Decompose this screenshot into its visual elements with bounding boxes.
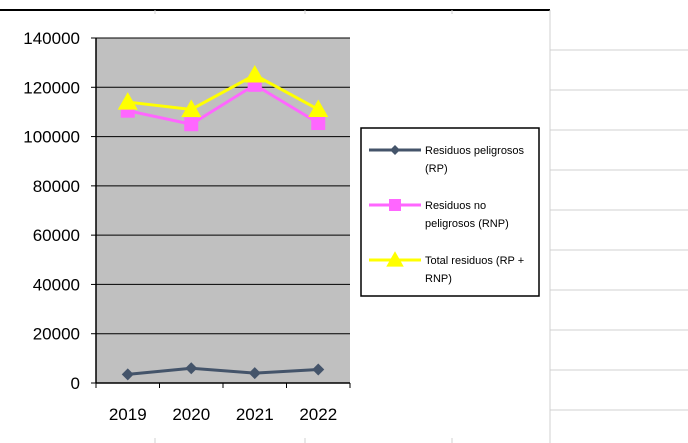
legend-label: peligrosos (RNP) <box>425 218 509 230</box>
y-tick-label: 100000 <box>23 128 80 147</box>
legend-label: RNP) <box>425 273 452 285</box>
y-tick-label: 0 <box>71 374 80 393</box>
legend-entry-2: Residuos no peligrosos (RNP) <box>369 199 509 230</box>
data-point <box>248 367 261 380</box>
y-tick-label: 60000 <box>33 226 80 245</box>
x-tick-label: 2020 <box>172 405 210 424</box>
spreadsheet-gridlines <box>0 9 551 443</box>
series-line <box>127 73 319 112</box>
legend-label: Residuos peligrosos <box>425 145 525 157</box>
y-tick-label: 140000 <box>23 29 80 48</box>
legend-swatch-marker <box>386 251 404 267</box>
legend-label: (RP) <box>425 163 448 175</box>
legend-label: Residuos no <box>425 200 486 212</box>
y-tick-label: 80000 <box>33 177 80 196</box>
data-point <box>117 92 138 110</box>
data-point <box>184 117 199 132</box>
y-tick-label: 20000 <box>33 325 80 344</box>
data-point <box>121 368 134 381</box>
x-tick-label: 2019 <box>109 405 147 424</box>
data-point <box>312 363 325 376</box>
data-point <box>185 362 198 375</box>
data-point <box>244 64 265 83</box>
plot-background <box>96 38 350 383</box>
legend-swatch-marker <box>390 145 400 155</box>
series-3 <box>117 64 329 117</box>
x-tick-label: 2022 <box>299 405 337 424</box>
series-line <box>127 83 320 126</box>
data-point <box>181 99 202 117</box>
y-tick-label: 40000 <box>33 275 80 294</box>
legend-label: Total residuos (RP + <box>425 255 524 267</box>
series-line <box>127 366 319 376</box>
data-point <box>308 99 329 117</box>
legend-entry-3: Total residuos (RP + RNP) <box>369 251 524 285</box>
legend-swatch-marker <box>389 199 401 211</box>
legend-entry-1: Residuos peligrosos (RP) <box>369 145 525 175</box>
y-tick-label: 120000 <box>23 78 80 97</box>
x-tick-label: 2021 <box>236 405 274 424</box>
data-point <box>311 116 326 131</box>
legend-box <box>360 127 540 297</box>
series-1 <box>121 362 325 381</box>
